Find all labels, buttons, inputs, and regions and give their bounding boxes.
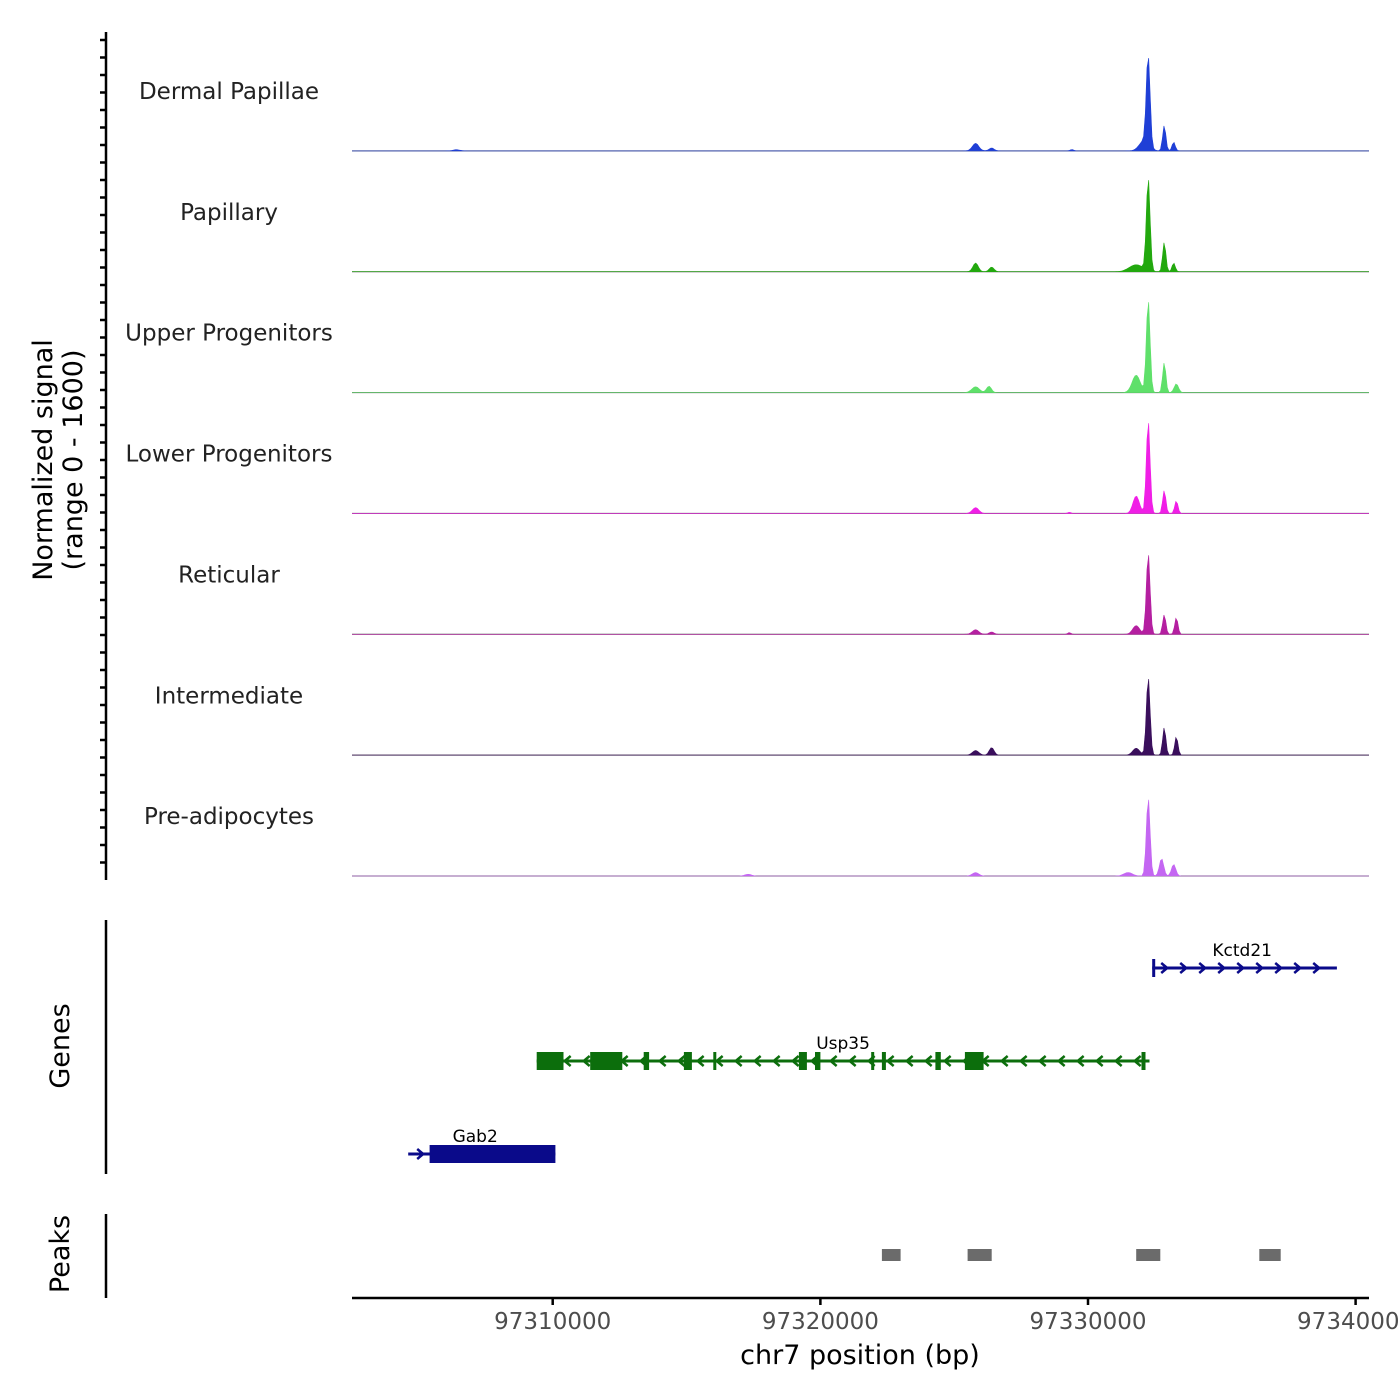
- exon: [881, 1052, 886, 1070]
- genes-panel-label: Genes: [45, 1003, 76, 1088]
- strand-arrow: [1132, 1055, 1142, 1067]
- x-axis-ticks: 97310000 97320000 97330000 97340000: [494, 1298, 1400, 1335]
- y-axis-label-line1: Normalized signal: [28, 339, 59, 581]
- exon: [1152, 959, 1156, 977]
- track-label: Pre-adipocytes: [144, 804, 314, 830]
- y-axis-label-line2: (range 0 - 1600): [58, 350, 89, 571]
- gene-usp35: Usp35: [536, 1034, 1150, 1070]
- signal-area: [352, 555, 1369, 635]
- signal-area: [352, 799, 1369, 877]
- strand-arrow: [676, 1055, 686, 1067]
- strand-arrow: [828, 1055, 838, 1067]
- strand-arrow: [885, 1055, 895, 1067]
- strand-arrow: [942, 1055, 952, 1067]
- peaks-panel-label: Peaks: [45, 1215, 76, 1293]
- gene-annotations: Kctd21 Usp35 Gab2: [408, 941, 1337, 1163]
- strand-arrow: [999, 1055, 1009, 1067]
- signal-area: [352, 678, 1369, 756]
- track-label: Papillary: [180, 200, 278, 226]
- peak-region: [1259, 1249, 1281, 1261]
- track-upper-progenitors: Upper Progenitors: [125, 302, 1369, 394]
- strand-arrow: [1094, 1055, 1104, 1067]
- gene-label: Kctd21: [1212, 941, 1272, 961]
- x-tick-label: 97310000: [494, 1309, 611, 1335]
- track-label: Reticular: [178, 562, 280, 588]
- strand-arrow: [1113, 1055, 1123, 1067]
- exon: [798, 1052, 807, 1070]
- gene-gab2: Gab2: [408, 1127, 556, 1163]
- strand-arrow: [1160, 962, 1170, 974]
- signal-area: [352, 423, 1369, 514]
- exon: [429, 1145, 556, 1163]
- signal-area: [352, 302, 1369, 393]
- x-tick-label: 97320000: [762, 1309, 879, 1335]
- strand-arrow: [904, 1055, 914, 1067]
- strand-arrow: [695, 1055, 705, 1067]
- strand-arrow: [752, 1055, 762, 1067]
- coverage-tracks: Dermal Papillae Papillary Upper Progenitor…: [125, 57, 1369, 877]
- track-dermal-papillae: Dermal Papillae: [139, 57, 1369, 152]
- peak-region: [881, 1249, 901, 1261]
- exon: [643, 1052, 650, 1070]
- signal-area: [352, 180, 1369, 272]
- strand-arrow: [1312, 962, 1322, 974]
- gene-label: Usp35: [816, 1034, 870, 1054]
- strand-arrow: [714, 1055, 724, 1067]
- strand-arrow: [562, 1055, 572, 1067]
- exon: [590, 1052, 623, 1070]
- strand-arrow: [790, 1055, 800, 1067]
- track-lower-progenitors: Lower Progenitors: [126, 423, 1369, 514]
- exon: [1141, 1052, 1146, 1070]
- track-label: Lower Progenitors: [126, 442, 333, 468]
- strand-arrow: [1217, 962, 1227, 974]
- strand-arrow: [657, 1055, 667, 1067]
- track-label: Dermal Papillae: [139, 79, 319, 105]
- strand-arrow: [1075, 1055, 1085, 1067]
- track-label: Upper Progenitors: [125, 321, 333, 347]
- coverage-y-axis-ticks: [100, 38, 106, 864]
- gene-kctd21: Kctd21: [1152, 941, 1337, 977]
- strand-arrow: [847, 1055, 857, 1067]
- x-tick-label: 97340000: [1297, 1309, 1400, 1335]
- strand-arrow: [1255, 962, 1265, 974]
- x-tick-label: 97330000: [1029, 1309, 1146, 1335]
- peak-region: [1136, 1249, 1161, 1261]
- peak-region: [967, 1249, 992, 1261]
- track-papillary: Papillary: [180, 180, 1369, 273]
- track-label: Intermediate: [155, 683, 303, 709]
- exon: [683, 1052, 692, 1070]
- strand-arrow: [1179, 962, 1189, 974]
- strand-arrow: [1198, 962, 1208, 974]
- strand-arrow: [581, 1055, 591, 1067]
- strand-arrow: [416, 1148, 426, 1160]
- strand-arrow: [1018, 1055, 1028, 1067]
- strand-arrow: [1056, 1055, 1066, 1067]
- exon: [536, 1052, 564, 1070]
- strand-arrow: [923, 1055, 933, 1067]
- exon: [713, 1052, 717, 1070]
- strand-arrow: [1274, 962, 1284, 974]
- exon: [964, 1052, 984, 1070]
- exon: [815, 1052, 821, 1070]
- track-pre-adipocytes: Pre-adipocytes: [144, 799, 1369, 877]
- track-intermediate: Intermediate: [155, 678, 1369, 756]
- signal-area: [352, 57, 1369, 152]
- x-axis-label: chr7 position (bp): [740, 1340, 980, 1371]
- exon: [871, 1052, 875, 1070]
- gene-label: Gab2: [453, 1127, 498, 1147]
- strand-arrow: [1236, 962, 1246, 974]
- exon: [935, 1052, 941, 1070]
- strand-arrow: [733, 1055, 743, 1067]
- peak-regions: [881, 1249, 1281, 1261]
- strand-arrow: [1293, 962, 1303, 974]
- strand-arrow: [771, 1055, 781, 1067]
- track-reticular: Reticular: [178, 555, 1369, 635]
- strand-arrow: [1037, 1055, 1047, 1067]
